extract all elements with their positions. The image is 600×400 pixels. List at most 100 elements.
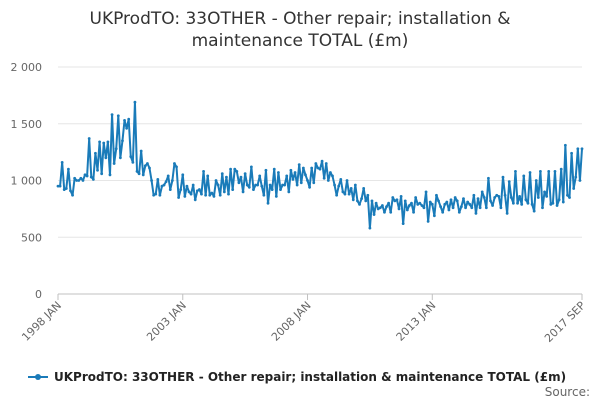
data-point[interactable] [339, 177, 343, 181]
data-point[interactable] [233, 167, 237, 171]
data-point[interactable] [324, 162, 328, 165]
data-point[interactable] [170, 179, 174, 182]
data-point[interactable] [277, 171, 280, 174]
data-point[interactable] [218, 193, 222, 197]
data-point[interactable] [141, 173, 145, 177]
data-point[interactable] [67, 167, 70, 171]
data-point[interactable] [168, 188, 172, 191]
data-point[interactable] [528, 171, 532, 174]
data-point[interactable] [345, 179, 349, 182]
data-point[interactable] [391, 196, 395, 199]
data-point[interactable] [347, 192, 351, 196]
data-point[interactable] [73, 176, 77, 180]
data-point[interactable] [511, 201, 515, 205]
data-point[interactable] [185, 184, 189, 188]
data-point[interactable] [295, 183, 299, 187]
data-point[interactable] [395, 198, 399, 202]
data-point[interactable] [235, 170, 239, 173]
data-point[interactable] [393, 199, 397, 203]
data-point[interactable] [83, 173, 87, 177]
data-point[interactable] [198, 188, 201, 191]
data-point[interactable] [422, 206, 426, 210]
data-point[interactable] [383, 210, 386, 214]
data-point[interactable] [270, 188, 274, 191]
data-point[interactable] [559, 167, 563, 171]
data-point[interactable] [480, 190, 484, 194]
data-point[interactable] [578, 179, 582, 182]
data-point[interactable] [243, 172, 247, 176]
data-point[interactable] [175, 165, 178, 169]
data-point[interactable] [118, 156, 122, 160]
data-point[interactable] [482, 196, 486, 199]
data-point[interactable] [191, 183, 195, 187]
data-point[interactable] [266, 201, 270, 205]
legend[interactable]: UKProdTO: 33OTHER - Other repair; instal… [28, 370, 566, 384]
data-point[interactable] [245, 183, 249, 187]
data-point[interactable] [123, 118, 126, 122]
data-point[interactable] [187, 190, 191, 194]
data-point[interactable] [173, 162, 176, 165]
data-point[interactable] [474, 212, 478, 215]
data-point[interactable] [432, 214, 436, 218]
data-point[interactable] [453, 196, 457, 199]
data-point[interactable] [520, 202, 524, 206]
data-point[interactable] [426, 219, 430, 223]
data-point[interactable] [285, 174, 289, 178]
data-point[interactable] [279, 188, 282, 191]
data-point[interactable] [200, 192, 203, 196]
data-point[interactable] [412, 210, 415, 214]
data-point[interactable] [260, 184, 264, 188]
data-point[interactable] [403, 199, 407, 203]
data-point[interactable] [534, 179, 538, 182]
data-point[interactable] [493, 196, 497, 199]
data-point[interactable] [256, 183, 260, 187]
data-point[interactable] [466, 200, 470, 204]
data-point[interactable] [148, 166, 151, 170]
data-point[interactable] [387, 201, 391, 205]
data-point[interactable] [570, 151, 573, 155]
data-point[interactable] [146, 162, 149, 165]
data-point[interactable] [206, 174, 210, 178]
data-point[interactable] [397, 207, 401, 211]
data-point[interactable] [503, 193, 507, 197]
data-point[interactable] [62, 188, 66, 191]
data-point[interactable] [410, 201, 413, 205]
data-point[interactable] [216, 183, 220, 187]
data-point[interactable] [304, 173, 307, 177]
data-point[interactable] [441, 210, 445, 214]
data-point[interactable] [380, 204, 384, 207]
data-point[interactable] [522, 174, 526, 178]
data-point[interactable] [389, 210, 393, 214]
data-point[interactable] [272, 167, 276, 171]
data-point[interactable] [183, 194, 187, 198]
data-point[interactable] [555, 204, 559, 207]
data-point[interactable] [437, 199, 440, 203]
data-point[interactable] [545, 194, 549, 198]
data-point[interactable] [91, 177, 95, 181]
data-point[interactable] [210, 191, 214, 195]
data-point[interactable] [337, 184, 341, 188]
data-point[interactable] [553, 170, 557, 173]
data-point[interactable] [252, 188, 255, 191]
data-point[interactable] [489, 199, 492, 203]
data-point[interactable] [507, 180, 511, 184]
data-point[interactable] [358, 202, 361, 206]
data-point[interactable] [399, 194, 403, 198]
data-point[interactable] [462, 197, 465, 201]
data-point[interactable] [262, 193, 266, 197]
data-point[interactable] [164, 180, 168, 184]
data-point[interactable] [239, 175, 243, 179]
data-point[interactable] [227, 192, 230, 196]
data-point[interactable] [212, 194, 216, 198]
data-point[interactable] [77, 179, 81, 182]
data-point[interactable] [100, 172, 104, 176]
data-point[interactable] [524, 198, 528, 202]
data-point[interactable] [297, 163, 301, 167]
data-point[interactable] [314, 162, 318, 165]
data-point[interactable] [75, 179, 79, 182]
data-point[interactable] [133, 100, 137, 104]
data-point[interactable] [449, 198, 453, 202]
data-point[interactable] [208, 193, 212, 197]
data-point[interactable] [222, 190, 226, 194]
data-point[interactable] [472, 193, 476, 197]
